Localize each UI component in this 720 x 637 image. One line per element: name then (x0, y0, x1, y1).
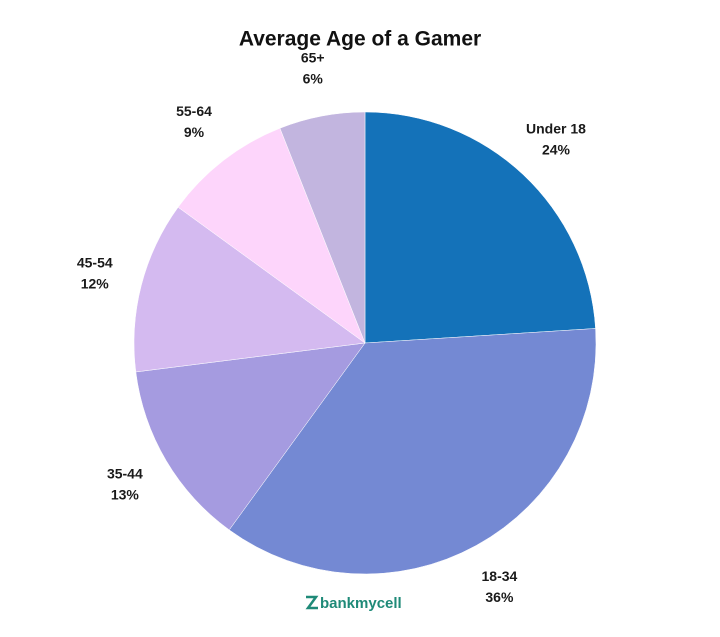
pie-slice (135, 342, 366, 531)
slice-value-label: 24% (542, 141, 571, 157)
slice-category-label: 35-44 (107, 466, 143, 482)
slice-value-label: 36% (485, 589, 514, 605)
pie-slice (133, 206, 366, 373)
slice-value-label: 6% (303, 71, 324, 87)
chart-title: Average Age of a Gamer (239, 28, 481, 51)
slice-category-label: 65+ (301, 50, 325, 66)
pie-slice (279, 111, 366, 344)
pie-slice (177, 127, 366, 344)
pie-slice (228, 328, 597, 575)
slice-category-label: 55-64 (176, 103, 212, 119)
slice-value-label: 12% (81, 275, 110, 291)
watermark: bankmycell (320, 595, 402, 612)
slice-category-label: 45-54 (77, 254, 113, 270)
logo-icon (305, 595, 319, 610)
slice-category-label: Under 18 (526, 120, 586, 136)
slice-value-label: 9% (184, 124, 205, 140)
slice-category-label: 18-34 (482, 568, 518, 584)
pie-slice (364, 111, 596, 344)
watermark-logo: bankmycell (305, 595, 402, 612)
slice-value-label: 13% (111, 487, 140, 503)
